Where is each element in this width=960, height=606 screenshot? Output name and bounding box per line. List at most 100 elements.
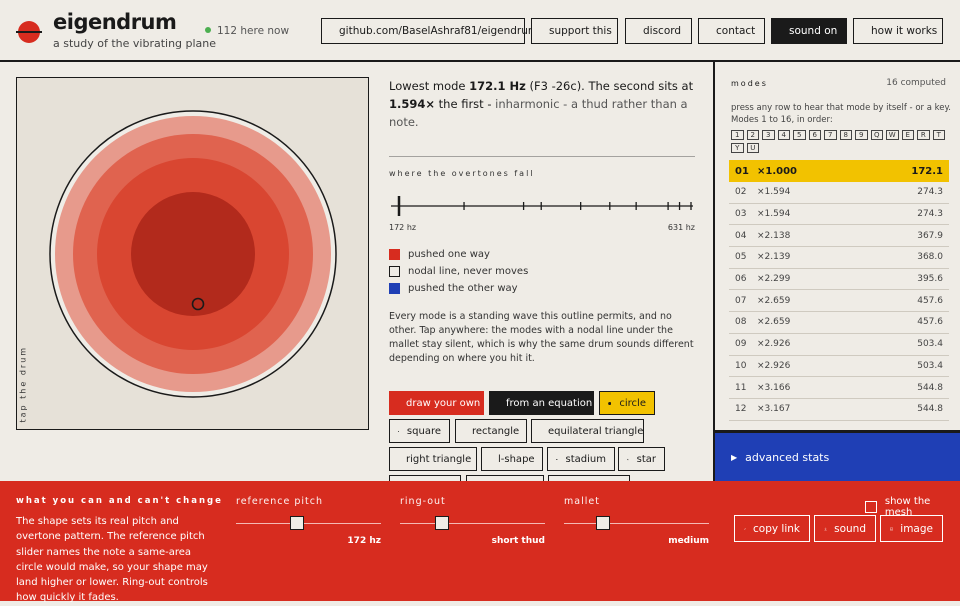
mode-ratio: ×2.659 — [755, 296, 917, 306]
contact-label: contact — [716, 25, 755, 37]
download-sound-button[interactable]: sound — [814, 515, 876, 542]
sound-download-label: sound — [834, 523, 866, 535]
advanced-stats-toggle[interactable]: ▶ advanced stats — [713, 433, 960, 481]
online-dot-icon — [205, 27, 211, 33]
triangle-form-button[interactable]: equilateral triangle — [531, 419, 644, 443]
mode-ratio: ×1.594 — [755, 187, 917, 197]
checkbox-box[interactable] — [865, 501, 877, 513]
copy-link-button[interactable]: copy link — [734, 515, 810, 542]
circle-form-button[interactable]: circle — [599, 391, 655, 415]
mode-key[interactable]: 1 — [731, 130, 744, 140]
mallet-slider[interactable]: mallet medium — [564, 496, 709, 546]
github-label: github.com/BaselAshraf81/eigendrum — [339, 25, 538, 37]
mode-key[interactable]: 9 — [855, 130, 868, 140]
ring-out-slider[interactable]: ring-out short thud — [400, 496, 545, 546]
from-equation-button[interactable]: from an equation — [489, 391, 594, 415]
second-ratio: 1.594× — [389, 97, 435, 111]
modes-help: press any row to hear that mode by itsel… — [731, 102, 953, 126]
mode-key[interactable]: Q — [871, 130, 884, 140]
mode-key[interactable]: 8 — [840, 130, 853, 140]
mode-ratio: ×1.000 — [755, 166, 911, 177]
slider-thumb[interactable] — [290, 516, 304, 530]
divider — [389, 156, 695, 157]
mode-ratio: ×2.926 — [755, 339, 917, 349]
mode-key[interactable]: W — [886, 130, 899, 140]
how-it-works-button[interactable]: how it works — [853, 18, 943, 44]
drum-canvas[interactable]: tap the drum — [16, 77, 369, 430]
triangle-label: equilateral triangle — [548, 426, 643, 437]
github-button[interactable]: github.com/BaselAshraf81/eigendrum — [321, 18, 525, 44]
contact-button[interactable]: contact — [698, 18, 765, 44]
logo-icon — [16, 19, 42, 45]
slider-thumb[interactable] — [596, 516, 610, 530]
mode-key[interactable]: 5 — [793, 130, 806, 140]
mode-frequency: 544.8 — [917, 383, 943, 393]
discord-label: discord — [643, 25, 681, 37]
legend-label: nodal line, never moves — [408, 266, 528, 277]
overtone-max-label: 631 hz — [668, 223, 695, 232]
sound-toggle-button[interactable]: sound on — [771, 18, 847, 44]
online-count: 112 here now — [205, 25, 289, 37]
slider-thumb[interactable] — [435, 516, 449, 530]
mode-key[interactable]: 2 — [747, 130, 760, 140]
image-icon — [890, 523, 893, 535]
slider-track[interactable] — [236, 523, 381, 524]
mode-number: 08 — [735, 317, 755, 327]
brand-title: eigendrum — [53, 10, 176, 34]
modes-panel: modes 16 computed press any row to hear … — [713, 62, 960, 481]
l-shape-form-button[interactable]: l-shape — [481, 447, 543, 471]
mode-key[interactable]: 6 — [809, 130, 822, 140]
overtone-strip — [389, 190, 695, 220]
draw-your-own-button[interactable]: draw your own — [389, 391, 484, 415]
mode-frequency: 457.6 — [917, 296, 943, 306]
mode-ratio: ×1.594 — [755, 209, 917, 219]
stadium-form-button[interactable]: stadium — [547, 447, 615, 471]
mode-frequency: 367.9 — [917, 231, 943, 241]
slider-track[interactable] — [400, 523, 545, 524]
mode-key[interactable]: 7 — [824, 130, 837, 140]
star-form-button[interactable]: star — [618, 447, 665, 471]
mode-key[interactable]: E — [902, 130, 915, 140]
reference-pitch-slider[interactable]: reference pitch 172 hz — [236, 496, 381, 546]
support-button[interactable]: support this — [531, 18, 618, 44]
mode-key[interactable]: T — [933, 130, 946, 140]
mode-shape-plot[interactable] — [17, 78, 370, 431]
right-triangle-form-button[interactable]: right triangle — [389, 447, 477, 471]
mode-frequency: 172.1 — [911, 166, 943, 177]
download-image-button[interactable]: image — [880, 515, 943, 542]
mode-number: 10 — [735, 361, 755, 371]
mode-key[interactable]: Y — [731, 143, 744, 153]
mode-key[interactable]: R — [917, 130, 930, 140]
support-label: support this — [549, 25, 612, 37]
slider-track[interactable] — [564, 523, 709, 524]
explanation-text: Every mode is a standing wave this outli… — [389, 310, 695, 366]
lowest-frequency: 172.1 Hz — [469, 79, 526, 93]
mode-number: 07 — [735, 296, 755, 306]
rectangle-form-button[interactable]: rectangle — [455, 419, 527, 443]
draw-label: draw your own — [406, 398, 480, 409]
slider-value: 172 hz — [236, 536, 381, 546]
mode-key[interactable]: U — [747, 143, 760, 153]
slider-label: mallet — [564, 496, 709, 507]
discord-button[interactable]: discord — [625, 18, 692, 44]
mode-key[interactable]: 4 — [778, 130, 791, 140]
mode-number: 05 — [735, 252, 755, 262]
square-form-button[interactable]: square — [389, 419, 450, 443]
legend-swatch-nodal — [389, 266, 400, 277]
mode-key[interactable]: 3 — [762, 130, 775, 140]
legend-item: pushed one way — [389, 246, 695, 263]
controls-heading: what you can and can't change — [16, 496, 223, 506]
mode-ratio: ×2.138 — [755, 231, 917, 241]
